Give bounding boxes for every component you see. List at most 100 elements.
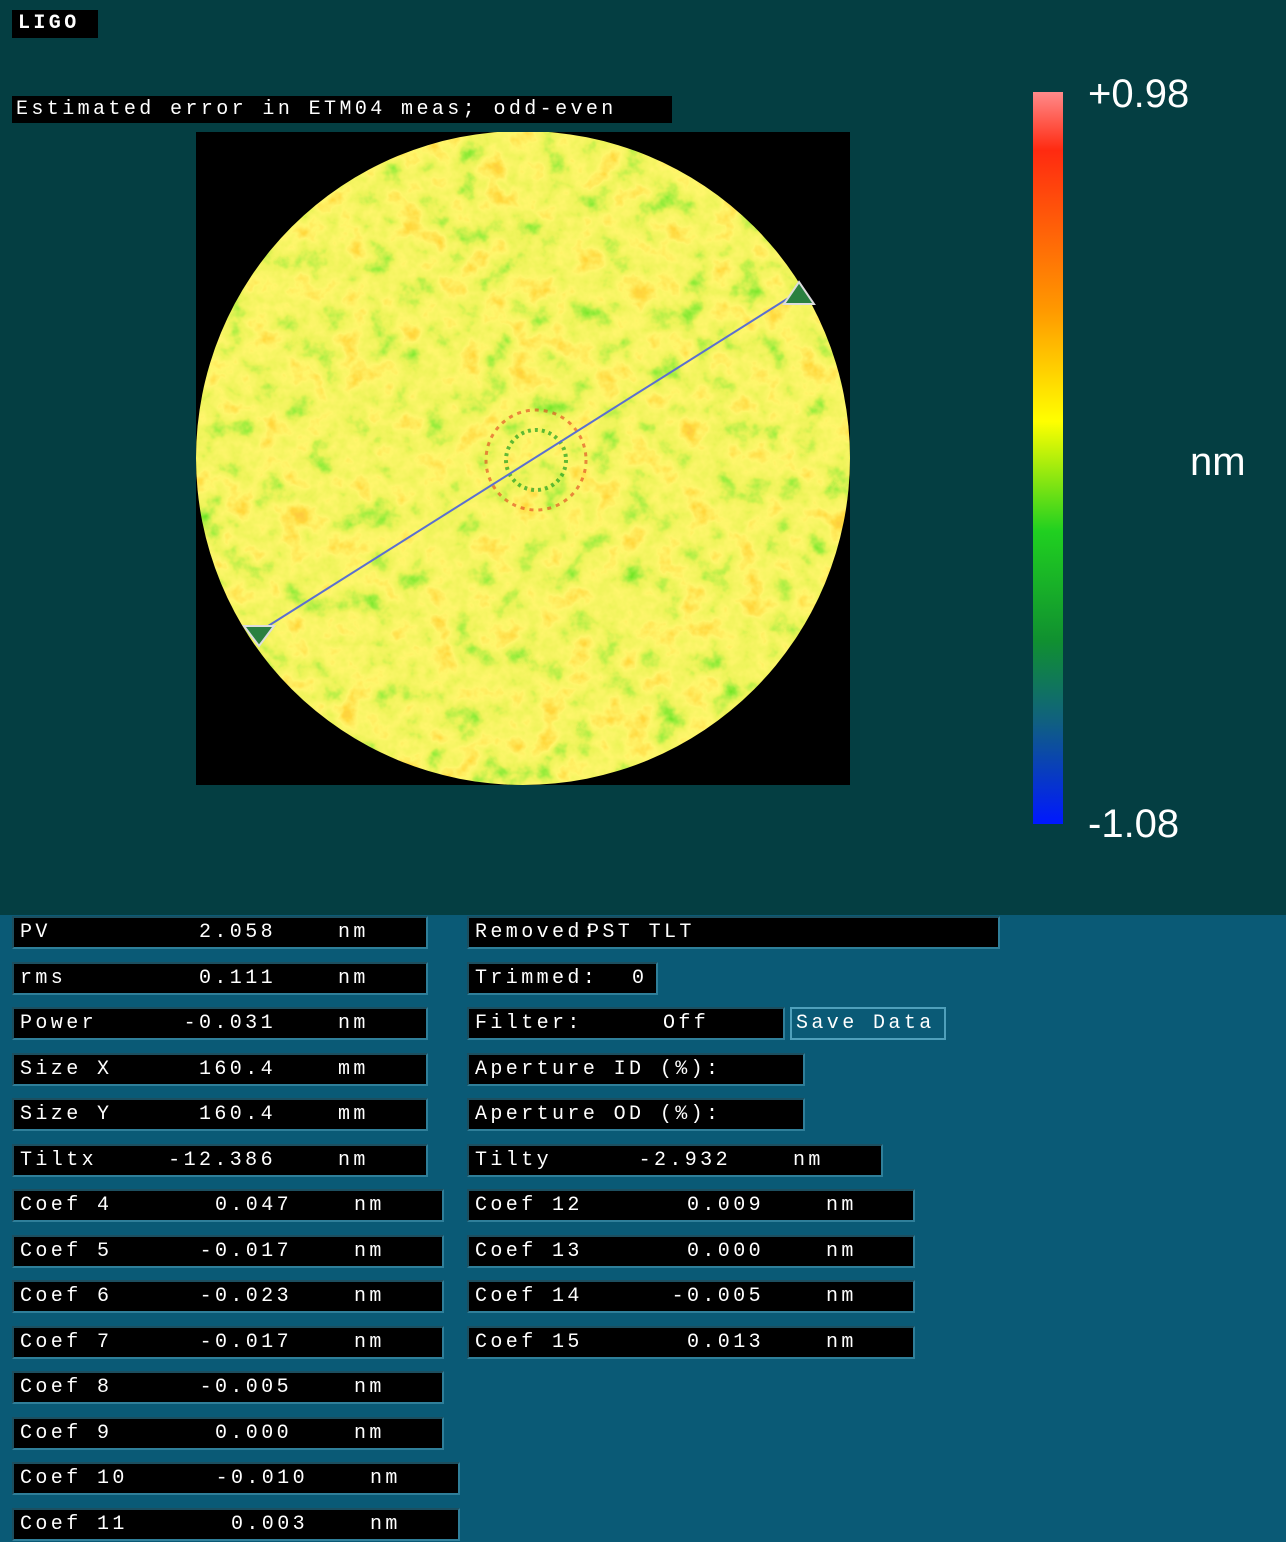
field-label: Size X [20, 1058, 112, 1081]
field-label: Trimmed: [475, 967, 598, 990]
field-value: 0.111 [199, 967, 276, 990]
field-row: Tilty -2.932 nm [467, 1144, 883, 1177]
field-label: Coef 9 [20, 1422, 112, 1445]
field-unit: mm [338, 1058, 369, 1081]
surface-map [196, 132, 850, 785]
field-value: PST TLT [587, 921, 695, 944]
field-value: 0.013 [687, 1331, 764, 1354]
colorbar-min: -1.08 [1088, 802, 1179, 847]
field-value: -0.031 [184, 1012, 276, 1035]
field-value: 0.009 [687, 1194, 764, 1217]
field-label: Coef 11 [20, 1513, 128, 1536]
field-unit: nm [338, 967, 369, 990]
field-row: Coef 15 0.013 nm [467, 1326, 915, 1359]
field-value: 0.000 [687, 1240, 764, 1263]
field-unit: nm [354, 1422, 385, 1445]
field-value: -0.005 [672, 1285, 764, 1308]
field-label: Tiltx [20, 1149, 97, 1172]
save-data-button[interactable]: Save Data [790, 1007, 946, 1040]
field-unit: nm [370, 1513, 401, 1536]
field-value: -0.005 [200, 1376, 292, 1399]
field-label: Coef 7 [20, 1331, 112, 1354]
field-label: Coef 13 [475, 1240, 583, 1263]
field-unit: nm [826, 1194, 857, 1217]
colorbar-scale [1033, 92, 1063, 824]
field-row: Power -0.031 nm [12, 1007, 428, 1040]
field-unit: mm [338, 1103, 369, 1126]
field-value: -12.386 [168, 1149, 276, 1172]
field-row: Tiltx -12.386 nm [12, 1144, 428, 1177]
app: LIGO Estimated error in ETM04 meas; odd-… [0, 0, 1286, 1542]
field-row: Coef 5 -0.017 nm [12, 1235, 444, 1268]
field-row: Coef 14 -0.005 nm [467, 1280, 915, 1313]
field-unit: nm [826, 1240, 857, 1263]
field-label: Size Y [20, 1103, 112, 1126]
field-row: Coef 9 0.000 nm [12, 1417, 444, 1450]
field-value: -0.010 [216, 1467, 308, 1490]
field-label: PV [20, 921, 51, 944]
field-label: Filter: [475, 1012, 583, 1035]
field-label: Coef 4 [20, 1194, 112, 1217]
field-row: Size Y 160.4 mm [12, 1098, 428, 1131]
field-value: 0.047 [215, 1194, 292, 1217]
field-row: Coef 13 0.000 nm [467, 1235, 915, 1268]
field-row: rms 0.111 nm [12, 962, 428, 995]
field-label: Coef 8 [20, 1376, 112, 1399]
field-unit: nm [826, 1285, 857, 1308]
field-value: -2.932 [639, 1149, 731, 1172]
field-unit: nm [370, 1467, 401, 1490]
field-label: Aperture OD (%): [475, 1103, 721, 1126]
field-row: Coef 12 0.009 nm [467, 1189, 915, 1222]
field-label: Coef 12 [475, 1194, 583, 1217]
app-title: LIGO [12, 10, 98, 38]
map-surface [196, 132, 850, 785]
field-unit: nm [338, 1012, 369, 1035]
colorbar [1033, 92, 1063, 824]
field-row: Coef 11 0.003 nm [12, 1508, 460, 1541]
field-value: Off [663, 1012, 709, 1035]
field-label: Aperture ID (%): [475, 1058, 721, 1081]
field-row: Filter: Off [467, 1007, 785, 1040]
field-unit: nm [354, 1285, 385, 1308]
field-value: -0.023 [200, 1285, 292, 1308]
field-unit: nm [354, 1376, 385, 1399]
field-value: 0.003 [231, 1513, 308, 1536]
field-value: 0.000 [215, 1422, 292, 1445]
field-value: 0 [632, 967, 647, 990]
field-unit: nm [354, 1240, 385, 1263]
field-label: Coef 5 [20, 1240, 112, 1263]
field-row: Coef 4 0.047 nm [12, 1189, 444, 1222]
field-label: Coef 6 [20, 1285, 112, 1308]
field-value: -0.017 [200, 1331, 292, 1354]
field-unit: nm [338, 921, 369, 944]
field-value: 2.058 [199, 921, 276, 944]
field-label: Tilty [475, 1149, 552, 1172]
field-label: Removed: [475, 921, 598, 944]
field-unit: nm [338, 1149, 369, 1172]
field-unit: nm [826, 1331, 857, 1354]
field-row: Coef 6 -0.023 nm [12, 1280, 444, 1313]
field-unit: nm [354, 1194, 385, 1217]
field-label: rms [20, 967, 66, 990]
field-row: Removed:PST TLT [467, 916, 1000, 949]
field-unit: nm [354, 1331, 385, 1354]
field-row: Aperture OD (%): [467, 1098, 805, 1131]
field-label: Coef 10 [20, 1467, 128, 1490]
field-value: 160.4 [199, 1103, 276, 1126]
field-row: Size X 160.4 mm [12, 1053, 428, 1086]
field-row: Coef 10 -0.010 nm [12, 1462, 460, 1495]
field-row: Coef 7 -0.017 nm [12, 1326, 444, 1359]
plot-title: Estimated error in ETM04 meas; odd-even [12, 96, 672, 123]
field-unit: nm [793, 1149, 824, 1172]
field-row: Trimmed: 0 [467, 962, 658, 995]
colorbar-unit: nm [1190, 440, 1246, 485]
field-label: Power [20, 1012, 97, 1035]
field-row: PV 2.058 nm [12, 916, 428, 949]
field-value: 160.4 [199, 1058, 276, 1081]
field-label: Coef 14 [475, 1285, 583, 1308]
field-row: Aperture ID (%): [467, 1053, 805, 1086]
field-label: Coef 15 [475, 1331, 583, 1354]
colorbar-max: +0.98 [1088, 72, 1189, 117]
field-value: -0.017 [200, 1240, 292, 1263]
field-row: Coef 8 -0.005 nm [12, 1371, 444, 1404]
